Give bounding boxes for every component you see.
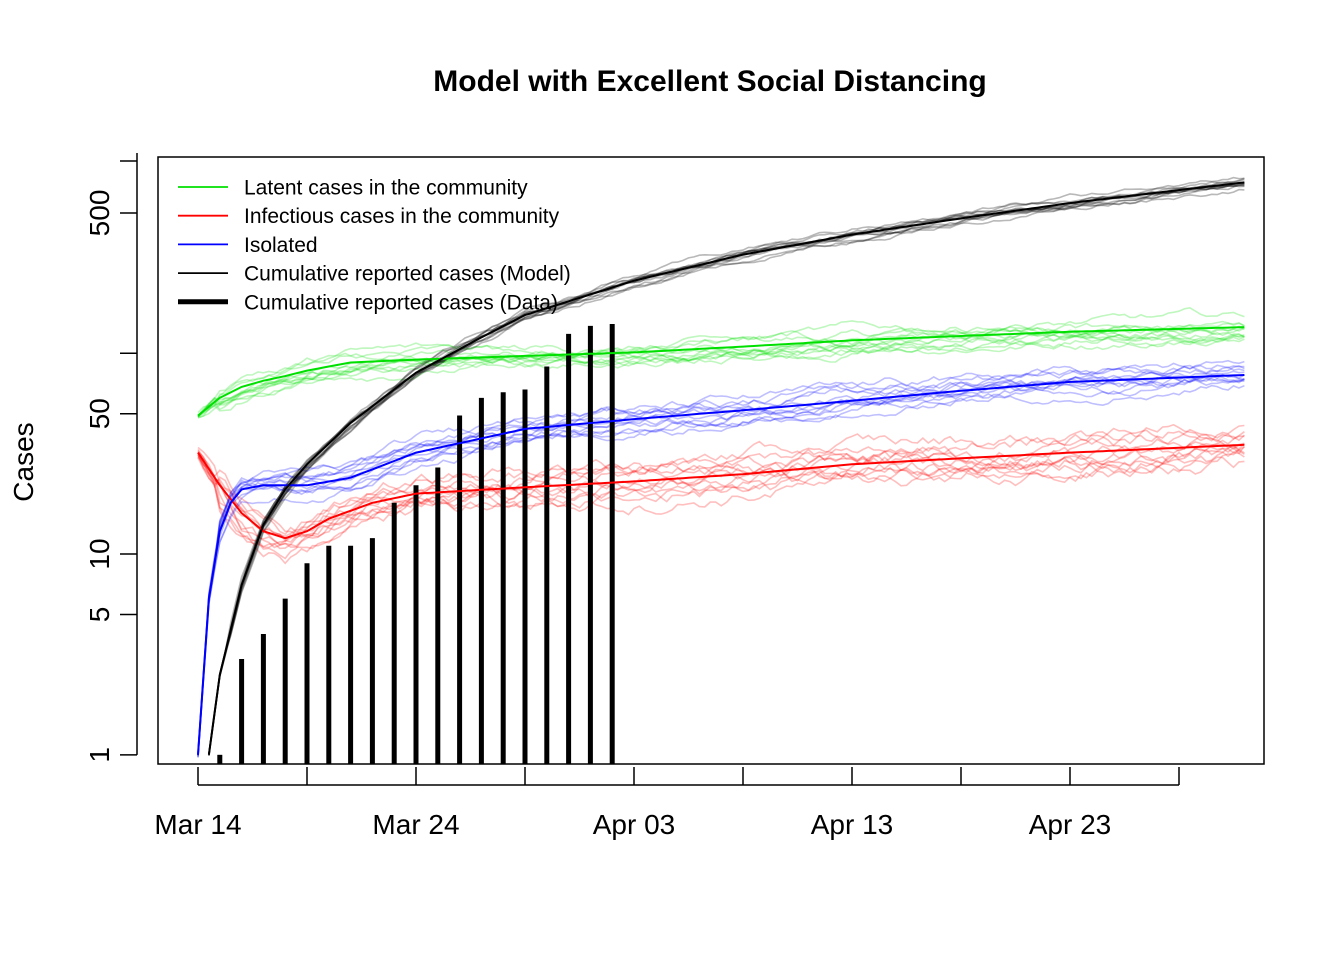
simulation-trajectory: [197, 330, 1245, 418]
simulation-trajectory: [208, 177, 1245, 755]
simulation-trajectory: [197, 378, 1245, 757]
legend-label: Isolated: [244, 234, 318, 257]
simulation-trajectory: [197, 322, 1245, 419]
y-tick-label: 500: [84, 190, 115, 237]
x-tick-label: Mar 14: [154, 809, 241, 840]
simulation-trajectory: [197, 456, 1245, 565]
simulation-trajectory: [208, 182, 1245, 756]
simulation-trajectory: [197, 423, 1245, 535]
simulation-trajectory: [197, 443, 1245, 560]
simulation-trajectory: [197, 373, 1245, 756]
series-line: [207, 181, 1245, 755]
simulation-trajectory: [208, 184, 1245, 754]
data-bars: [217, 323, 615, 764]
simulation-trajectory: [197, 370, 1245, 755]
series-line: [197, 443, 1245, 540]
simulation-trajectory: [197, 444, 1245, 550]
legend: Latent cases in the community Infectious …: [178, 177, 571, 314]
simulation-trajectory: [208, 188, 1245, 754]
x-tick-label: Mar 24: [372, 809, 459, 840]
y-tick-label: 50: [84, 398, 115, 429]
y-axis-label: Cases: [8, 422, 39, 501]
simulation-trajectory: [197, 424, 1245, 537]
series-line: [197, 374, 1245, 755]
x-tick-label: Apr 13: [811, 809, 894, 840]
simulation-trajectory: [208, 184, 1245, 756]
simulation-trajectory: [197, 364, 1245, 754]
y-axis: 1 5 10 50 500: [84, 152, 138, 763]
simulation-trajectory: [197, 435, 1245, 543]
x-tick-label: Apr 23: [1029, 809, 1112, 840]
simulation-trajectory: [197, 375, 1245, 752]
series-line: [197, 326, 1245, 417]
simulation-trajectory: [197, 320, 1245, 418]
simulation-bands: [197, 176, 1246, 758]
simulation-trajectory: [197, 334, 1245, 414]
y-tick-label: 1: [84, 747, 115, 763]
simulation-trajectory: [197, 329, 1245, 417]
y-tick-label: 5: [84, 607, 115, 623]
simulation-trajectory: [197, 364, 1245, 758]
simulation-trajectory: [208, 180, 1245, 755]
simulation-trajectory: [197, 429, 1246, 540]
legend-label: Cumulative reported cases (Data): [244, 291, 558, 314]
plot-frame: [157, 156, 1265, 765]
simulation-trajectory: [197, 446, 1245, 550]
simulation-trajectory: [197, 324, 1245, 418]
legend-label: Latent cases in the community: [244, 177, 528, 200]
simulation-trajectory: [197, 325, 1245, 417]
simulation-trajectory: [197, 373, 1245, 758]
simulation-trajectory: [197, 327, 1245, 417]
x-axis: Mar 14 Mar 24 Apr 03 Apr 13 Apr 23: [154, 767, 1180, 840]
simulation-trajectory: [197, 446, 1245, 549]
legend-label: Infectious cases in the community: [244, 205, 560, 228]
legend-label: Cumulative reported cases (Model): [244, 263, 571, 286]
series-lines: [197, 181, 1245, 755]
x-tick-label: Apr 03: [593, 809, 676, 840]
simulation-trajectory: [197, 375, 1245, 755]
simulation-trajectory: [197, 378, 1245, 754]
simulation-trajectory: [197, 306, 1245, 419]
simulation-trajectory: [197, 326, 1245, 418]
simulation-trajectory: [197, 364, 1245, 756]
y-tick-label: 10: [84, 538, 115, 569]
chart-title: Model with Excellent Social Distancing: [433, 65, 986, 98]
simulation-trajectory: [197, 359, 1245, 756]
